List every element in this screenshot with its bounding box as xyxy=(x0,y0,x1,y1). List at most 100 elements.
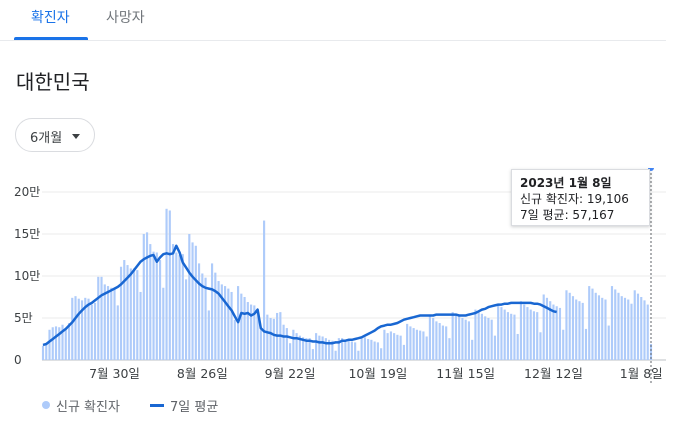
case-bar xyxy=(360,336,363,360)
case-bar xyxy=(113,289,116,360)
case-bar xyxy=(571,296,575,360)
line-series-icon xyxy=(150,404,164,407)
case-bar xyxy=(409,326,412,360)
case-bar xyxy=(523,304,526,360)
case-bar xyxy=(432,318,435,360)
case-bar xyxy=(399,335,402,360)
case-bar xyxy=(484,316,487,360)
x-tick-label: 1월 8일 xyxy=(620,366,663,381)
case-bar xyxy=(285,328,288,360)
case-bar xyxy=(227,288,230,360)
case-bar xyxy=(152,251,155,360)
case-bar xyxy=(630,303,633,360)
case-bar xyxy=(614,289,617,360)
case-bar xyxy=(448,338,451,360)
case-bar xyxy=(474,309,477,360)
active-tab-indicator xyxy=(14,37,88,40)
tab-confirmed-cases[interactable]: 확진자 xyxy=(31,10,70,26)
case-bar xyxy=(367,339,370,360)
tooltip-new-cases: 신규 확진자: 19,106 xyxy=(520,192,629,206)
case-bar xyxy=(458,316,461,360)
case-bar xyxy=(552,304,555,360)
case-bar xyxy=(480,313,484,360)
case-bar xyxy=(233,319,236,360)
case-bar xyxy=(415,329,418,360)
legend-label-new-cases: 신규 확진자 xyxy=(56,400,120,415)
case-bar xyxy=(149,244,152,360)
case-bar xyxy=(529,309,532,360)
tab-bar: 확진자 사망자 xyxy=(0,0,666,41)
case-bar xyxy=(503,309,506,360)
case-bar xyxy=(516,333,519,360)
case-bar xyxy=(155,252,158,360)
case-bar xyxy=(184,279,188,360)
case-bar xyxy=(48,329,51,360)
case-bar xyxy=(581,302,584,360)
x-tick-label: 7월 30일 xyxy=(89,366,140,381)
case-bar xyxy=(536,312,539,360)
case-bar xyxy=(51,327,54,360)
case-bar xyxy=(194,245,197,360)
case-bar xyxy=(87,298,90,360)
case-bar xyxy=(545,297,549,360)
case-bar xyxy=(334,350,337,360)
case-bar xyxy=(289,343,292,360)
case-bar xyxy=(263,220,266,360)
case-bar xyxy=(402,344,405,360)
case-bar xyxy=(445,326,448,360)
case-bar xyxy=(354,342,357,360)
case-bar xyxy=(162,287,165,360)
case-bar xyxy=(490,319,493,360)
dropdown-arrow-icon xyxy=(72,134,80,139)
case-bar xyxy=(74,296,77,360)
case-bar xyxy=(562,329,565,360)
case-bar xyxy=(627,299,630,360)
case-bar xyxy=(393,333,396,360)
case-bar xyxy=(341,338,344,360)
case-bar xyxy=(142,234,145,360)
case-bar xyxy=(302,337,305,360)
case-bar xyxy=(295,333,298,360)
case-bar xyxy=(526,307,529,360)
chart-tooltip: 2023년 1월 8일 신규 확진자: 19,106 7일 평균: 57,167 xyxy=(511,169,650,226)
x-tick-label: 12월 12일 xyxy=(524,366,583,381)
covid-cases-chart[interactable]: 0 5만 10만 15만 20만 7월 30일 8월 26일 9월 22일 10월 19일 11월… xyxy=(0,168,685,390)
y-tick-label: 0 xyxy=(14,353,22,367)
case-bar xyxy=(256,312,259,360)
case-bar xyxy=(243,297,246,360)
y-tick-label: 20만 xyxy=(14,185,40,199)
case-bar xyxy=(649,343,653,360)
case-bar xyxy=(80,300,84,360)
case-bar xyxy=(493,335,497,360)
case-bar xyxy=(347,339,350,360)
case-bar xyxy=(116,305,119,360)
case-bar xyxy=(591,288,594,360)
case-bar xyxy=(588,286,591,360)
case-bar xyxy=(168,210,171,360)
time-range-select[interactable]: 6개월 xyxy=(15,118,95,152)
case-bar xyxy=(396,334,399,360)
bar-series-dot-icon xyxy=(42,401,50,409)
case-bar xyxy=(610,286,614,360)
case-bar xyxy=(558,307,562,360)
case-bar xyxy=(97,276,100,360)
case-bar xyxy=(337,338,340,360)
tooltip-date: 2023년 1월 8일 xyxy=(520,176,612,190)
case-bar xyxy=(324,338,327,360)
case-bar xyxy=(230,291,233,360)
case-bar xyxy=(441,325,444,360)
case-bar xyxy=(139,291,142,360)
case-bar xyxy=(636,293,640,360)
case-bar xyxy=(539,332,542,360)
case-bar xyxy=(646,304,649,360)
case-bar xyxy=(67,323,71,360)
case-bar xyxy=(549,301,552,360)
case-bar xyxy=(93,302,97,360)
tab-deaths[interactable]: 사망자 xyxy=(106,10,145,26)
case-bar xyxy=(406,323,409,360)
line-series xyxy=(42,244,557,347)
case-bar xyxy=(373,341,376,360)
case-bar xyxy=(250,304,253,360)
case-bar xyxy=(84,297,87,360)
case-bar xyxy=(617,292,620,360)
